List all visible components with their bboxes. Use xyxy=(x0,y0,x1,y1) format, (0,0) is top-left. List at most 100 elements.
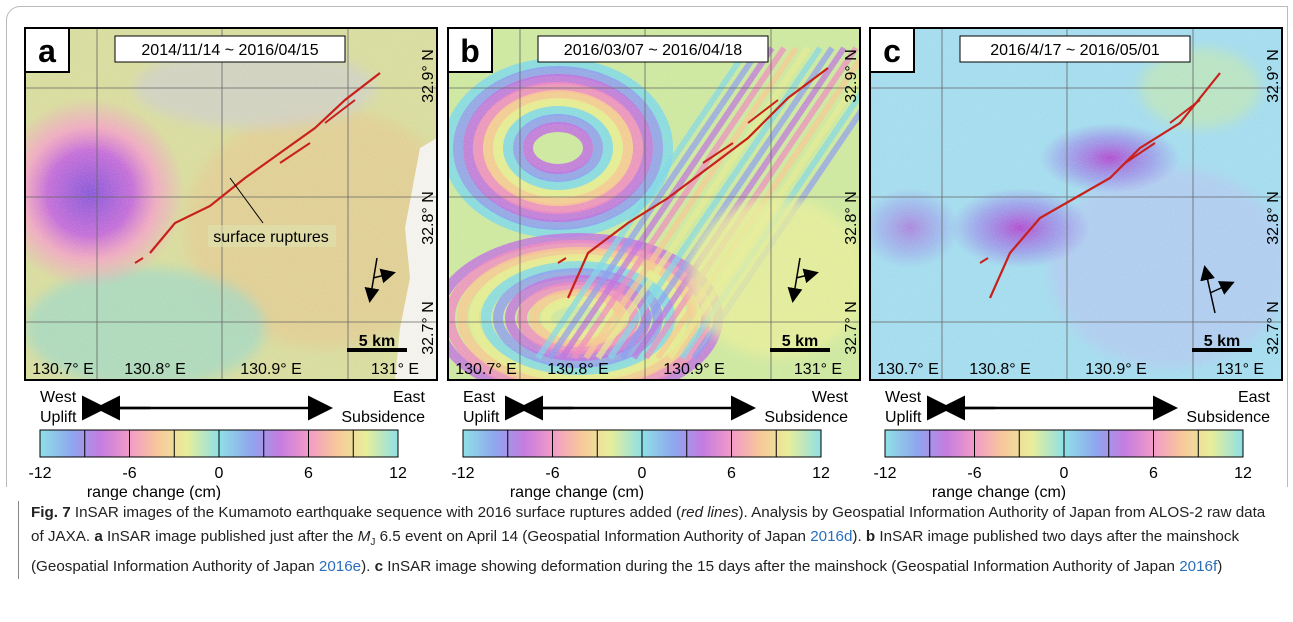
flight-direction xyxy=(787,257,803,303)
panel-letter-box xyxy=(869,27,915,73)
panel-letter-box xyxy=(24,27,70,73)
longitude-label: 130.8° E xyxy=(124,361,186,378)
caption-text: ). xyxy=(852,528,866,545)
surface-rupture xyxy=(979,99,1201,264)
colorbar-tick-label: 6 xyxy=(1149,465,1158,482)
longitude-label: 131° E xyxy=(1216,361,1264,378)
surface-rupture xyxy=(566,67,829,299)
colorbar-tick-label: 12 xyxy=(812,465,830,482)
insar-panel: b 2016/03/07 ~ 2016/04/18 32.9° N 32.8° N 32… xyxy=(447,27,861,381)
annotation-bg xyxy=(208,225,336,247)
look-direction xyxy=(372,268,396,284)
scale-label: 5 km xyxy=(782,333,818,350)
colorbar-tick-label: -6 xyxy=(967,465,981,482)
direction-label: West xyxy=(885,389,922,406)
annotation: surface ruptures xyxy=(213,229,329,246)
annotation-leader xyxy=(229,177,264,224)
texture xyxy=(870,28,1282,380)
caption-text: InSAR image published just after the xyxy=(102,528,358,545)
look-direction xyxy=(1209,281,1235,295)
caption-text: InSAR images of the Kumamoto earthquake … xyxy=(70,504,682,521)
caption-text: ) xyxy=(1217,558,1223,576)
latitude-label: 32.8° N xyxy=(1265,191,1282,245)
latitude-label: 32.8° N xyxy=(420,191,437,245)
figure-frame xyxy=(6,6,1288,487)
longitude-label: 131° E xyxy=(794,361,842,378)
surface-rupture xyxy=(557,99,779,264)
longitude-label: 130.9° E xyxy=(240,361,302,378)
longitude-label: 130.9° E xyxy=(663,361,725,378)
scale-label: 5 km xyxy=(1204,333,1240,350)
colorbar-tick-label: 12 xyxy=(1234,465,1252,482)
colorbar-legend: West Uplift East Subsidence -12 -6 0 6 12 range c… xyxy=(28,389,425,500)
colorbar-tick-label: -6 xyxy=(122,465,136,482)
latitude-label: 32.7° N xyxy=(1265,301,1282,355)
caption-panel-label: c xyxy=(374,558,384,576)
texture xyxy=(25,28,437,380)
longitude-label: 130.7° E xyxy=(32,361,94,378)
look-direction xyxy=(795,268,819,284)
caption-text: M xyxy=(357,528,371,545)
colorbar-tick-label: 0 xyxy=(1060,465,1069,482)
insar-image xyxy=(448,28,860,380)
caption: Fig. 7 InSAR images of the Kumamoto eart… xyxy=(18,501,1281,580)
direction-label: Subsidence xyxy=(764,409,848,426)
longitude-label: 130.8° E xyxy=(547,361,609,378)
direction-label: Uplift xyxy=(463,409,500,426)
surface-rupture xyxy=(149,72,381,254)
colorbar-label: range change (cm) xyxy=(932,484,1066,500)
direction-label: East xyxy=(1238,389,1271,406)
colorbar-legend: West Uplift East Subsidence -12 -6 0 6 12 range c… xyxy=(873,389,1270,500)
insar-image xyxy=(870,28,1282,380)
direction-label: West xyxy=(40,389,77,406)
caption-text: InSAR image showing deformation during t… xyxy=(383,558,1180,576)
scale-label: 5 km xyxy=(359,333,395,350)
texture xyxy=(448,28,860,380)
colorbar-tick-label: -12 xyxy=(28,465,51,482)
date-box xyxy=(959,35,1191,63)
caption-panel-label: b xyxy=(865,528,876,545)
latitude-label: 32.7° N xyxy=(420,301,437,355)
direction-label: Subsidence xyxy=(341,409,425,426)
caption-subscript: J xyxy=(370,537,376,549)
latitude-label: 32.9° N xyxy=(420,49,437,103)
direction-label: West xyxy=(812,389,849,406)
caption-label: Fig. 7 xyxy=(31,504,71,521)
caption-text: ). Analysis by Geospatial Information Au… xyxy=(31,504,1266,545)
panel-border xyxy=(447,27,861,381)
insar-panel: a 2014/11/14 ~ 2016/04/15 32.9° N 32.8° N 32… xyxy=(24,27,438,381)
date-range: 2016/4/17 ~ 2016/05/01 xyxy=(990,42,1160,59)
colorbar-tick-label: 12 xyxy=(389,465,407,482)
date-box xyxy=(537,35,769,63)
caption-text: 6.5 event on April 14 (Geospatial Inform… xyxy=(375,528,811,545)
flight-direction xyxy=(364,257,380,303)
colorbar-tick-label: -6 xyxy=(545,465,559,482)
date-box xyxy=(114,35,346,63)
longitude-label: 130.7° E xyxy=(455,361,517,378)
caption-text: ). xyxy=(361,558,375,576)
flight-direction xyxy=(1200,265,1216,314)
citation-link[interactable]: 2016d xyxy=(810,528,853,545)
direction-label: Uplift xyxy=(40,409,77,426)
colorbar-label: range change (cm) xyxy=(87,484,221,500)
caption-panel-label: a xyxy=(94,528,103,545)
citation-link[interactable]: 2016f xyxy=(1179,558,1218,576)
citation-link[interactable]: 2016e xyxy=(318,558,362,576)
colorbar-tick-label: 6 xyxy=(304,465,313,482)
longitude-label: 130.8° E xyxy=(969,361,1031,378)
direction-label: Subsidence xyxy=(1186,409,1270,426)
panel-letter: a xyxy=(38,33,56,69)
direction-label: East xyxy=(463,389,496,406)
colorbar-tick-label: 0 xyxy=(215,465,224,482)
colorbar-legend: East Uplift West Subsidence -12 -6 0 6 12 range c… xyxy=(451,389,848,500)
colorbar-tick-label: -12 xyxy=(451,465,474,482)
panel-border xyxy=(869,27,1283,381)
panel-letter: b xyxy=(460,33,480,69)
colorbar-tick-label: 6 xyxy=(727,465,736,482)
caption-text: InSAR image published two days after the… xyxy=(31,528,1240,576)
surface-rupture xyxy=(988,72,1221,299)
latitude-label: 32.7° N xyxy=(843,301,860,355)
latitude-label: 32.9° N xyxy=(1265,49,1282,103)
surface-rupture xyxy=(134,99,356,264)
